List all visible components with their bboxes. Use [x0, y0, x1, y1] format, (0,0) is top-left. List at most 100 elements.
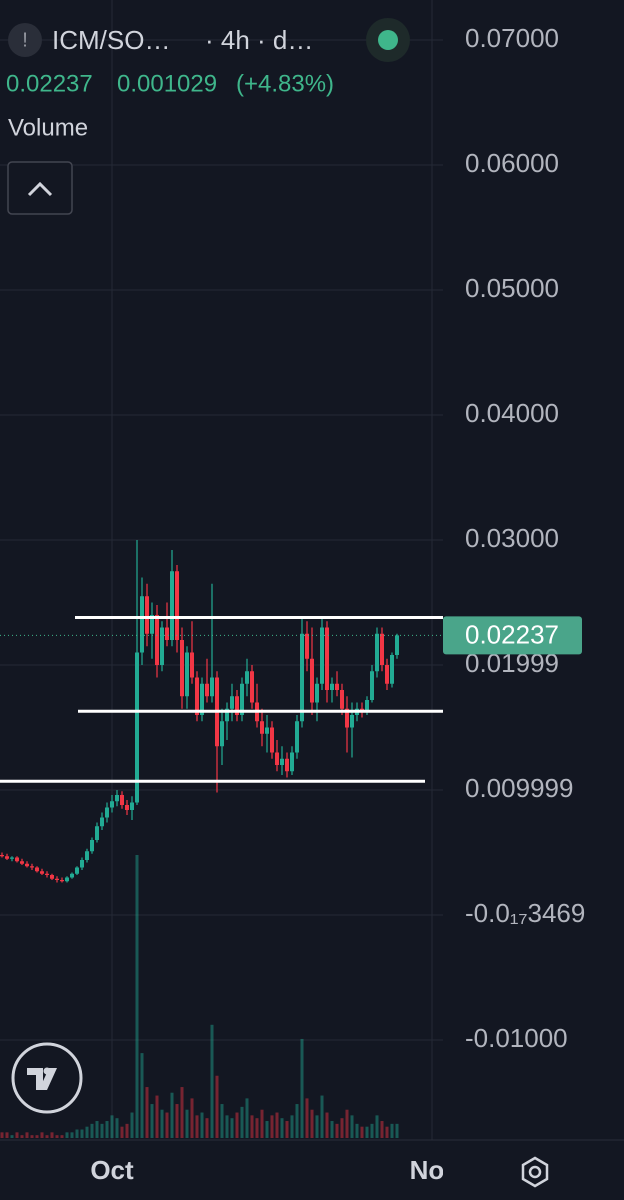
candle-body [185, 652, 189, 697]
volume-bar [105, 1121, 109, 1138]
candle-body [85, 851, 89, 860]
logo-glyph [27, 1068, 57, 1090]
volume-bar [60, 1135, 64, 1138]
volume-bar [115, 1118, 119, 1138]
y-tick-label: 0.04000 [465, 398, 559, 428]
candle-body [350, 715, 354, 728]
candle-body [170, 571, 174, 640]
volume-bar [365, 1126, 369, 1138]
volume-bar [30, 1135, 34, 1138]
volume-bar [25, 1132, 29, 1138]
candle-body [280, 758, 284, 765]
volume-bar [190, 1098, 194, 1138]
volume-bar [345, 1109, 349, 1138]
volume-bar [45, 1135, 49, 1138]
volume-bar [110, 1115, 114, 1138]
candle-body [100, 817, 104, 827]
candle-body [150, 615, 154, 634]
symbol-icon[interactable] [8, 23, 42, 57]
volume-bar [360, 1126, 364, 1138]
candle-body [340, 690, 344, 709]
volume-bar [130, 1112, 134, 1138]
candle-body [25, 863, 29, 867]
volume-bar [150, 1104, 154, 1138]
volume-bar [145, 1087, 149, 1138]
candle-body [30, 866, 34, 868]
volume-bar [170, 1092, 174, 1138]
collapse-button[interactable] [7, 161, 73, 215]
volume-bar [295, 1104, 299, 1138]
volume-bar [350, 1115, 354, 1138]
volume-bar [180, 1087, 184, 1138]
volume-bar [245, 1098, 249, 1138]
candle-body [335, 683, 339, 690]
volume-bar [275, 1112, 279, 1138]
volume-bar [395, 1123, 399, 1138]
candle-body [80, 860, 84, 868]
volume-bar [100, 1123, 104, 1138]
candle-body [245, 671, 249, 684]
candle-body [345, 708, 349, 728]
volume-bar [90, 1123, 94, 1138]
candle-body [195, 677, 199, 715]
status-dot [378, 30, 398, 50]
candle-body [115, 795, 119, 802]
volume-bar [155, 1095, 159, 1138]
volume-bar [230, 1118, 234, 1138]
candle-body [210, 677, 214, 697]
x-tick-label: Oct [90, 1155, 134, 1185]
volume-bar [385, 1126, 389, 1138]
candle-body [370, 671, 374, 700]
volume-bar [315, 1115, 319, 1138]
interval[interactable]: · 4h · d… [205, 25, 313, 55]
symbol[interactable]: ICM/SO… [52, 25, 170, 55]
candle-body [20, 861, 24, 864]
volume-bar [85, 1126, 89, 1138]
candle-body [275, 752, 279, 765]
price-axis: 0.070000.060000.050000.040000.030000.019… [443, 23, 585, 1053]
volume-bar [210, 1024, 214, 1138]
volume-bar [355, 1123, 359, 1138]
volume-bar [290, 1115, 294, 1138]
candle-body [250, 671, 254, 703]
plot-area [0, 540, 443, 1138]
candle-body [270, 727, 274, 753]
volume-bar [270, 1115, 274, 1138]
volume-bar [215, 1075, 219, 1138]
candle-body [145, 596, 149, 634]
volume-bar [300, 1038, 304, 1138]
volume-bar [265, 1121, 269, 1138]
candle-body [125, 805, 129, 810]
volume-bar [55, 1135, 59, 1138]
settings-icon[interactable] [521, 1156, 549, 1188]
candle-body [235, 696, 239, 715]
symbol-icon-glyph: ! [22, 29, 28, 51]
candle-body [390, 655, 394, 684]
candle-body [175, 571, 179, 640]
volume-bar [255, 1118, 259, 1138]
time-axis: Oct No [90, 1155, 443, 1185]
last-value: 0.02237 [6, 70, 93, 97]
change-percent: (+4.83%) [236, 70, 334, 97]
candle-body [120, 795, 124, 805]
volume-bar [40, 1132, 44, 1138]
chevron-up-icon [27, 181, 53, 197]
candle-body [325, 627, 329, 690]
candle-body [50, 875, 54, 879]
candle-body [15, 857, 19, 862]
volume-bar [160, 1109, 164, 1138]
candle-body [0, 855, 4, 857]
candle-body [230, 696, 234, 709]
candle-body [135, 652, 139, 803]
candle-body [90, 840, 94, 852]
candle-body [365, 700, 369, 713]
candle-body [290, 752, 294, 772]
volume-bar [250, 1115, 254, 1138]
candle-body [385, 665, 389, 684]
y-tick-label: -0.01000 [465, 1023, 568, 1053]
y-tick-label: -0.0₁₇3469 [465, 898, 585, 928]
volume-bar [305, 1098, 309, 1138]
indicator-label: Volume [8, 114, 88, 141]
logo-dot [43, 1067, 51, 1075]
